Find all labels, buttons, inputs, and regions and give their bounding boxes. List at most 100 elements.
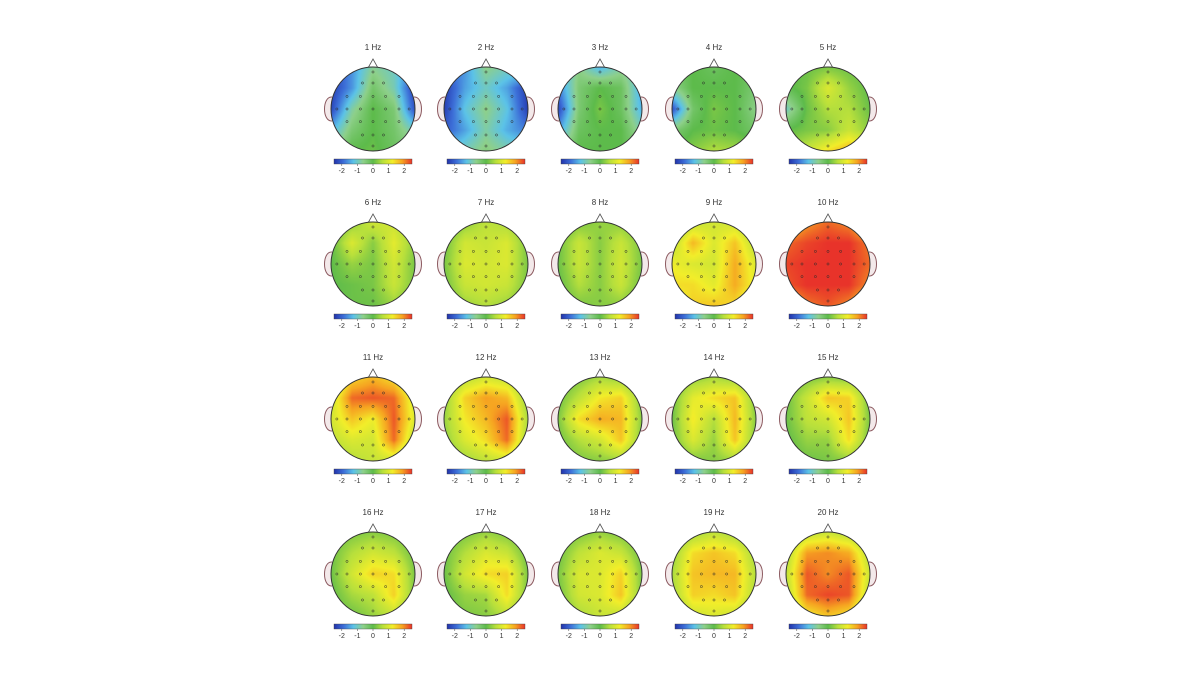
- colorbar-tick-label: 2: [402, 323, 406, 330]
- electrode-marker: [611, 107, 614, 111]
- electrode-marker: [686, 262, 690, 266]
- topography-map: [331, 377, 415, 461]
- electrode-marker: [484, 454, 488, 458]
- electrode-marker: [700, 585, 703, 588]
- electrode-marker: [371, 144, 375, 148]
- electrode-marker: [382, 81, 385, 85]
- electrode-marker: [702, 133, 705, 137]
- electrode-marker: [384, 262, 387, 266]
- left-ear: [551, 96, 560, 122]
- electrode-marker: [384, 585, 387, 588]
- electrode-marker: [384, 560, 387, 563]
- electrode-marker: [371, 288, 375, 292]
- colorbar-tick-label: 0: [371, 323, 375, 330]
- electrode-marker: [702, 288, 705, 292]
- colorbar-tick-label: 0: [826, 633, 830, 640]
- topo-panel: 10 Hz -2 -1 0 1 2: [779, 198, 877, 330]
- left-ear: [437, 561, 446, 587]
- topo-panel: 18 Hz -2 -1 0 1 2: [551, 508, 649, 640]
- electrode-marker: [790, 572, 794, 576]
- panel-title: 4 Hz: [706, 43, 722, 52]
- electrode-marker: [611, 430, 614, 433]
- electrode-marker: [826, 95, 830, 98]
- colorbar: [674, 313, 754, 320]
- topo-panel: 14 Hz -2 -1 0 1 2: [665, 353, 763, 485]
- electrode-marker: [852, 120, 856, 123]
- electrode-marker: [712, 236, 716, 240]
- electrode-marker: [712, 288, 716, 292]
- colorbar-tick-label: -2: [566, 633, 572, 640]
- electrode-marker: [598, 417, 602, 421]
- electrode-marker: [371, 107, 375, 111]
- electrode-marker: [474, 546, 477, 550]
- electrode-marker: [371, 236, 375, 240]
- electrode-marker: [852, 430, 856, 433]
- electrode-marker: [686, 95, 690, 98]
- electrode-marker: [624, 262, 628, 266]
- left-ear: [779, 561, 788, 587]
- electrode-marker: [725, 275, 728, 278]
- electrode-marker: [723, 81, 726, 85]
- colorbar-tick-label: -2: [794, 168, 800, 175]
- head-outline: [671, 376, 757, 462]
- electrode-marker: [371, 81, 375, 85]
- electrode-marker: [384, 405, 387, 408]
- electrode-marker: [712, 535, 716, 539]
- colorbar-tick-label: 1: [614, 478, 618, 485]
- electrode-marker: [624, 275, 628, 278]
- electrode-marker: [495, 443, 498, 447]
- electrode-marker: [814, 560, 817, 563]
- electrode-marker: [510, 250, 514, 253]
- electrode-marker: [472, 405, 475, 408]
- colorbar-tick-label: -1: [467, 323, 473, 330]
- electrode-marker: [862, 572, 866, 576]
- electrode-marker: [345, 120, 349, 123]
- electrode-marker: [738, 250, 742, 253]
- electrode-marker: [474, 443, 477, 447]
- colorbar: [674, 158, 754, 165]
- electrode-marker: [495, 81, 498, 85]
- electrode-marker: [609, 81, 612, 85]
- electrode-marker: [712, 572, 716, 576]
- electrode-marker: [800, 585, 804, 588]
- electrode-marker: [816, 288, 819, 292]
- electrode-marker: [826, 585, 830, 588]
- electrode-marker: [345, 417, 349, 421]
- colorbar-tick-label: -2: [794, 323, 800, 330]
- colorbar-tick-label: -1: [467, 478, 473, 485]
- electrode-marker: [588, 236, 591, 240]
- electrode-marker: [588, 133, 591, 137]
- electrode-marker: [382, 391, 385, 395]
- right-ear: [413, 561, 422, 587]
- electrode-marker: [397, 275, 401, 278]
- head-outline: [671, 221, 757, 307]
- electrode-marker: [474, 81, 477, 85]
- electrode-marker: [837, 236, 840, 240]
- electrode-marker: [359, 250, 362, 253]
- electrode-marker: [448, 572, 452, 576]
- electrode-marker: [839, 250, 842, 253]
- electrode-marker: [384, 107, 387, 111]
- electrode-marker: [497, 95, 500, 98]
- electrode-marker: [520, 417, 524, 421]
- electrode-marker: [598, 430, 602, 433]
- electrode-marker: [371, 133, 375, 137]
- electrode-marker: [474, 288, 477, 292]
- topo-panel: 16 Hz -2 -1 0 1 2: [324, 508, 422, 640]
- electrode-marker: [407, 107, 411, 111]
- head-outline: [557, 66, 643, 152]
- electrode-marker: [359, 430, 362, 433]
- electrode-marker: [723, 391, 726, 395]
- colorbar: [446, 313, 526, 320]
- electrode-marker: [510, 430, 514, 433]
- electrode-marker: [458, 120, 462, 123]
- electrode-marker: [335, 262, 339, 266]
- colorbar-tick-label: 1: [842, 478, 846, 485]
- electrode-marker: [472, 572, 475, 576]
- colorbar-tick-label: 1: [387, 323, 391, 330]
- right-ear: [526, 561, 535, 587]
- electrode-marker: [371, 380, 375, 384]
- electrode-marker: [712, 262, 716, 266]
- electrode-marker: [852, 95, 856, 98]
- electrode-marker: [448, 262, 452, 266]
